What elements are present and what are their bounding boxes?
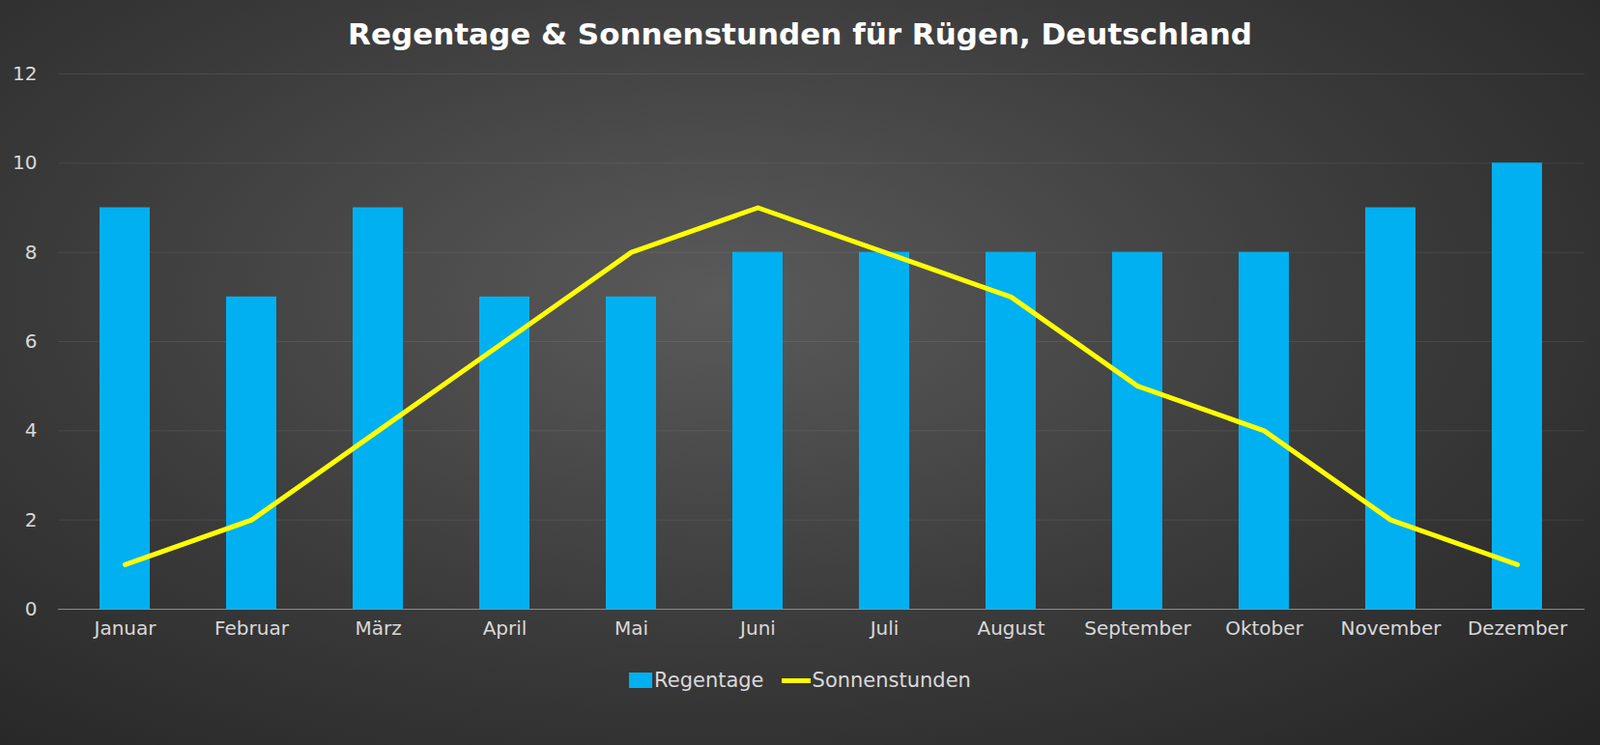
html-text:Regentage: Regentage bbox=[654, 668, 764, 692]
svg-text:Juni: Juni bbox=[738, 616, 776, 640]
svg-text:Juli: Juli bbox=[868, 616, 900, 640]
svg-text:September: September bbox=[1084, 616, 1192, 640]
svg-text:6: 6 bbox=[25, 329, 38, 353]
svg-text:November: November bbox=[1340, 616, 1442, 640]
html-text:Regentage & Sonnenstunden für: Regentage & Sonnenstunden für Rügen, Deu… bbox=[347, 16, 1253, 52]
svg-text:August: August bbox=[977, 616, 1046, 640]
svg-text:12: 12 bbox=[12, 61, 37, 86]
svg-text:Februar: Februar bbox=[214, 616, 290, 640]
html-text:Sonnenstunden: Sonnenstunden bbox=[812, 668, 971, 692]
svg-text:Dezember: Dezember bbox=[1467, 616, 1569, 640]
svg-text:Oktober: Oktober bbox=[1225, 616, 1304, 640]
svg-text:10: 10 bbox=[12, 150, 37, 174]
svg-text:März: März bbox=[354, 616, 401, 640]
svg-text:8: 8 bbox=[25, 240, 38, 264]
svg-text:Januar: Januar bbox=[92, 616, 158, 640]
svg-text:2: 2 bbox=[25, 508, 38, 532]
svg-text:April: April bbox=[483, 616, 528, 640]
svg-text:Mai: Mai bbox=[614, 616, 649, 640]
svg-text:4: 4 bbox=[25, 418, 38, 442]
svg-text:0: 0 bbox=[25, 597, 38, 621]
